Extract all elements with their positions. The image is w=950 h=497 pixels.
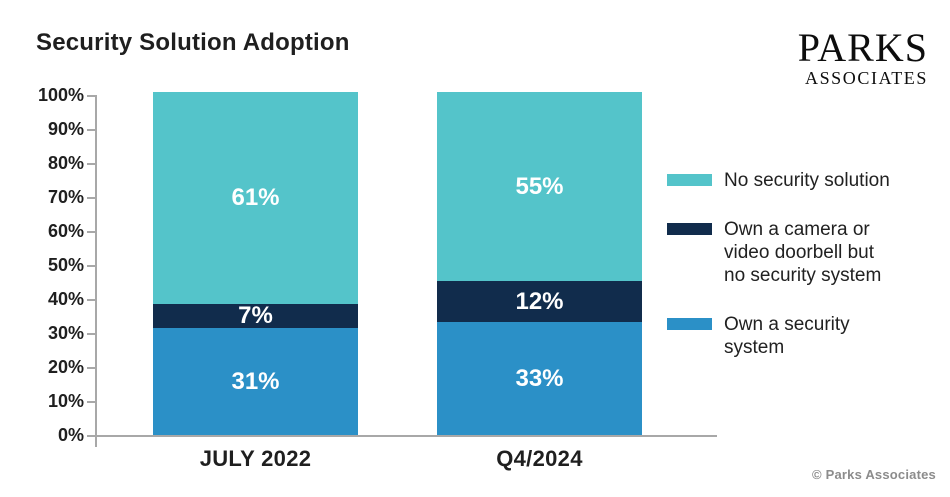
x-axis-label-july-2022: JULY 2022 — [199, 446, 312, 471]
y-tick-label: 40% — [47, 289, 84, 309]
legend-swatch-teal — [667, 174, 712, 186]
y-tick — [87, 231, 96, 233]
y-tick-label: 100% — [37, 85, 84, 105]
logo-parks-text: PARKS — [797, 25, 928, 70]
y-tick-label: 80% — [47, 153, 84, 173]
legend: No security solution Own a camera or video… — [667, 169, 937, 385]
chart-title: Security Solution Adoption — [36, 29, 350, 56]
bar-segment-label: 61% — [231, 183, 280, 211]
y-tick — [87, 129, 96, 131]
y-tick — [87, 265, 96, 267]
y-tick-label: 60% — [47, 221, 84, 241]
legend-label: No security solution — [724, 170, 890, 191]
y-axis-line — [95, 95, 97, 447]
legend-label: Own a security system — [724, 314, 850, 358]
legend-item: Own a camera or video doorbell but no secu… — [667, 218, 937, 287]
y-tick-label: 10% — [47, 391, 84, 411]
y-tick — [87, 299, 96, 301]
copyright-text: © Parks Associates — [812, 467, 936, 482]
bar-segment-label: 55% — [515, 172, 564, 200]
y-tick — [87, 401, 96, 403]
bar-july-2022: 61% 7% 31% — [153, 92, 358, 436]
segment-blue: 31% — [153, 328, 358, 436]
parks-associates-logo: PARKS ASSOCIATES — [797, 25, 928, 88]
y-tick-label: 30% — [47, 323, 84, 343]
y-tick — [87, 95, 96, 97]
y-tick — [87, 367, 96, 369]
x-axis-label-q4-2024: Q4/2024 — [496, 446, 583, 471]
y-tick-label: 50% — [47, 255, 84, 275]
segment-navy: 7% — [153, 302, 358, 330]
segment-navy: 12% — [437, 281, 642, 323]
y-tick-label: 20% — [47, 357, 84, 377]
bar-segment-label: 12% — [515, 287, 564, 315]
y-tick-label: 0% — [57, 425, 84, 445]
legend-item: No security solution — [667, 169, 937, 192]
bar-q4-2024: 55% 12% 33% — [437, 92, 642, 436]
segment-teal: 55% — [437, 92, 642, 282]
segment-blue: 33% — [437, 322, 642, 436]
y-tick — [87, 333, 96, 335]
segment-teal: 61% — [153, 92, 358, 304]
bar-segment-label: 31% — [231, 368, 280, 396]
bar-segment-label: 33% — [515, 365, 564, 393]
y-tick — [87, 197, 96, 199]
y-tick-label: 90% — [47, 119, 84, 139]
legend-item: Own a security system — [667, 313, 937, 359]
bar-segment-label: 7% — [238, 302, 273, 330]
legend-swatch-navy — [667, 223, 712, 235]
x-axis-baseline — [96, 435, 717, 437]
y-tick — [87, 435, 96, 437]
logo-associates-text: ASSOCIATES — [804, 68, 928, 88]
legend-swatch-blue — [667, 318, 712, 330]
y-tick-label: 70% — [47, 187, 84, 207]
y-tick — [87, 163, 96, 165]
legend-label: Own a camera or video doorbell but no secu… — [724, 219, 882, 286]
